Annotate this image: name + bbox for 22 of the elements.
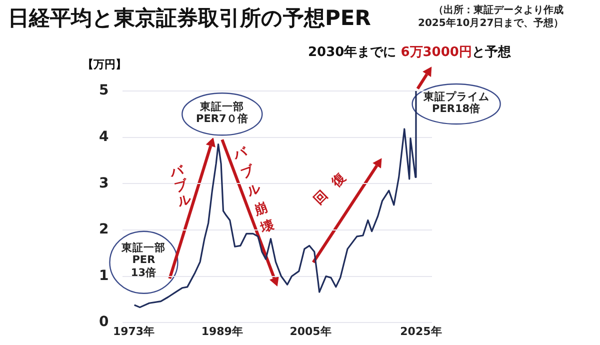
y-tick-label: 2 <box>98 222 109 238</box>
y-tick-label: 1 <box>98 268 109 284</box>
y-tick-label: 0 <box>98 314 109 330</box>
y-tick-label: 4 <box>98 128 109 145</box>
text: と予想 <box>472 45 511 60</box>
x-tick-label: 1973年 <box>112 325 155 338</box>
chart-title: 日経平均と東京証券取引所の予想PER <box>8 5 371 32</box>
y-tick-label: 5 <box>98 82 109 99</box>
annotation: 東証プライム PER18倍 <box>422 90 490 116</box>
x-tick-label: 2025年 <box>400 325 442 338</box>
x-tick-label: 1989年 <box>201 325 243 338</box>
text: 6万3000円 <box>400 45 472 60</box>
x-tick-label: 2005年 <box>290 325 332 338</box>
y-tick-label: 3 <box>98 175 109 192</box>
annotation: バブル崩壊 <box>231 144 278 239</box>
annotation: 回復 <box>311 162 358 209</box>
annotation: バブル <box>168 163 194 212</box>
annotation: 東証一部 PER7０倍 <box>195 101 250 126</box>
annotation: 東証一部 PER 13倍 <box>120 242 167 279</box>
text: （出所：東証データより作成 2025年10月27日まで、予想） <box>418 5 564 30</box>
y-axis-title: 【万円】 <box>82 58 127 72</box>
text: 2030年までに <box>308 45 396 60</box>
